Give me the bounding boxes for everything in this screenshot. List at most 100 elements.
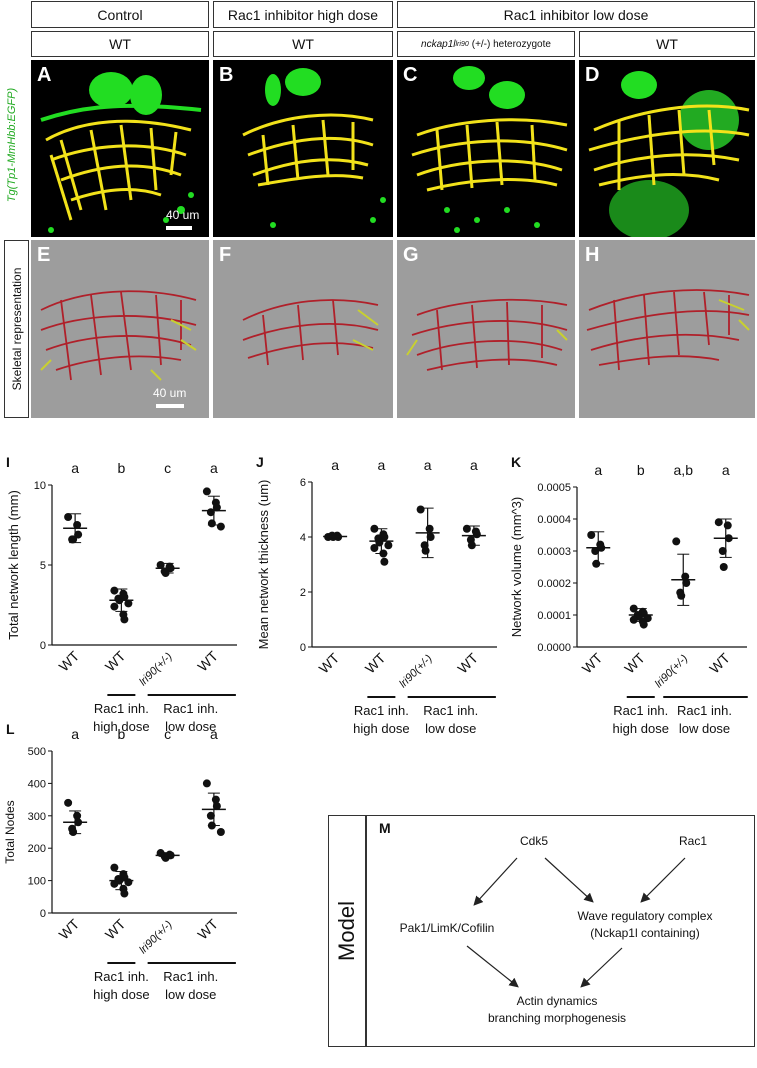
panel-A-label: A: [37, 64, 52, 86]
data-point: [384, 541, 393, 550]
data-point: [672, 537, 681, 546]
scale-bar-micro: [166, 226, 192, 230]
data-point: [421, 546, 430, 555]
data-point: [110, 586, 119, 595]
data-point: [64, 798, 73, 807]
micro-side-label-text: Tg(Tp1-MmHbb:EGFP): [6, 87, 18, 203]
y-axis-label: Mean network thickness (um): [256, 480, 271, 650]
panel-A: A 40 um: [31, 60, 209, 237]
significance-letter: a: [722, 462, 730, 478]
y-tick-label: 0: [300, 642, 306, 654]
y-tick-label: 500: [28, 746, 46, 758]
data-point: [425, 524, 434, 533]
chart-L-svg: L 0 100 200 300 400 500 Total Nodes a WT b WT c lri90…: [3, 721, 237, 1002]
group-low-line1: Rac1 inh.: [163, 969, 218, 984]
arrow-pak-actin: [466, 945, 519, 988]
x-tick-label: lri90(+/-): [397, 652, 435, 690]
y-tick-label: 300: [28, 811, 46, 823]
chart-K-svg: K 0.0000 0.0001 0.0002 0.0003 0.0004 0.0005 Net…: [509, 454, 748, 736]
x-tick-label: WT: [56, 647, 83, 674]
group-high-line1: Rac1 inh.: [354, 703, 409, 718]
significance-letter: b: [117, 726, 125, 742]
panel-E: E 40 um: [31, 240, 209, 418]
data-point: [416, 505, 425, 514]
x-tick-label: WT: [362, 649, 389, 676]
model-side-label: Model: [334, 881, 360, 981]
significance-letter: a: [71, 460, 79, 476]
panel-B: B: [213, 60, 393, 237]
data-point: [202, 779, 211, 788]
x-tick-label: WT: [102, 647, 129, 674]
panel-F-image: [242, 299, 379, 366]
genotype-C-gene: nckap1l: [421, 38, 456, 50]
data-point: [380, 533, 389, 541]
micro-side-label: Tg(Tp1-MmHbb:EGFP): [6, 70, 20, 220]
y-tick-label: 100: [28, 876, 46, 888]
arrow-wave-actin: [580, 947, 623, 988]
chart-K: K 0.0000 0.0001 0.0002 0.0003 0.0004 0.0005 Net…: [505, 445, 757, 736]
panel-H: H: [579, 240, 755, 418]
panel-L-label: L: [6, 721, 15, 737]
group-high-line1: Rac1 inh.: [94, 701, 149, 716]
group-low-line1: Rac1 inh.: [163, 701, 218, 716]
data-point: [110, 879, 119, 888]
genotype-C-allele: lri90: [455, 40, 469, 48]
significance-letter: a: [470, 457, 478, 473]
group-high-line1: Rac1 inh.: [94, 969, 149, 984]
scale-bar-skel: [156, 404, 184, 408]
arrow-rac1-wave: [640, 857, 686, 903]
significance-letter: a,b: [674, 462, 694, 478]
x-tick-label: WT: [706, 649, 733, 676]
chart-L: L 0 100 200 300 400 500 Total Nodes a WT b WT c lri90…: [0, 712, 250, 1057]
header-high-dose-label: Rac1 inhibitor high dose: [227, 6, 379, 23]
data-point: [714, 518, 723, 527]
group-high-line2: high dose: [353, 721, 409, 736]
data-point: [591, 547, 600, 555]
data-point: [370, 524, 379, 533]
data-point: [110, 602, 119, 611]
panel-D: D: [579, 60, 755, 237]
genotype-A-label: WT: [109, 36, 131, 52]
panel-C-label: C: [403, 64, 418, 86]
panel-H-label: H: [585, 244, 600, 266]
x-tick-label: lri90(+/-): [137, 918, 175, 956]
y-tick-label: 0.0002: [537, 578, 571, 590]
chart-J: J 0 2 4 6 Mean network thickness (um) a WT a WT a l…: [250, 445, 505, 736]
data-point: [120, 615, 129, 624]
chart-I: I 0 5 10 Total network length (mm) a WT b WT c lri…: [0, 445, 250, 734]
significance-letter: a: [331, 457, 339, 473]
significance-letter: a: [210, 726, 218, 742]
data-point: [718, 547, 727, 555]
genotype-A: WT: [31, 31, 209, 57]
panel-H-image: [586, 289, 750, 371]
node-pak: Pak1/LimK/Cofilin: [399, 921, 495, 935]
panel-D-label: D: [585, 64, 600, 86]
node-cdk5: Cdk5: [519, 834, 548, 848]
data-point: [639, 620, 648, 629]
significance-letter: a: [71, 726, 79, 742]
data-point: [202, 487, 211, 496]
panel-K-label: K: [511, 454, 521, 470]
data-point: [629, 604, 638, 613]
data-point: [124, 599, 133, 608]
group-high-line2: high dose: [93, 987, 149, 1002]
data-point: [110, 863, 119, 872]
genotype-B: WT: [213, 31, 393, 57]
data-point: [206, 811, 215, 820]
data-point: [207, 519, 216, 528]
panel-I-label: I: [6, 454, 10, 470]
y-tick-label: 0.0004: [537, 514, 571, 526]
panel-G: G: [397, 240, 575, 418]
x-tick-label: WT: [194, 647, 221, 674]
data-point: [587, 531, 596, 539]
data-point: [462, 524, 471, 533]
x-tick-label: WT: [102, 915, 129, 942]
panel-F-label: F: [219, 244, 232, 266]
model-label: M: [379, 820, 391, 836]
y-tick-label: 0.0005: [537, 482, 571, 494]
genotype-B-label: WT: [292, 36, 314, 52]
skeletal-side-box: [4, 240, 29, 418]
panel-B-image: [242, 68, 386, 228]
panel-G-label: G: [403, 244, 419, 266]
data-point: [120, 889, 129, 898]
